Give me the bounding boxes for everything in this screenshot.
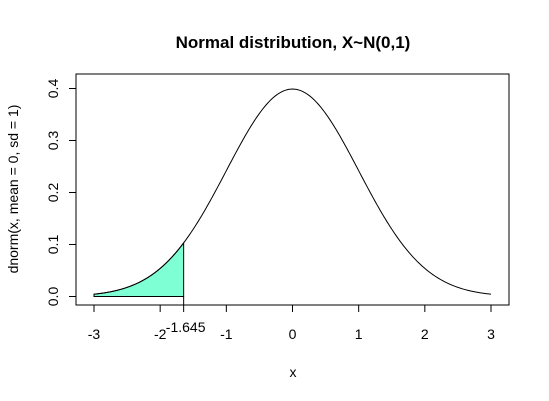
x-tick-label: -2 xyxy=(154,326,167,342)
density-curve xyxy=(93,88,492,295)
y-axis-label: dnorm(x, mean = 0, sd = 1) xyxy=(5,105,21,274)
x-axis: -3 -2 -1 0 1 2 3 xyxy=(88,304,495,342)
x-tick-label: -3 xyxy=(88,326,101,342)
density-curve-layer xyxy=(93,88,492,295)
chart-title: Normal distribution, X~N(0,1) xyxy=(176,33,411,52)
y-axis: 0.0 0.1 0.2 0.3 0.4 xyxy=(45,79,77,307)
x-tick-label: -1 xyxy=(220,326,233,342)
x-tick-label: 3 xyxy=(487,326,495,342)
x-tick-label: 2 xyxy=(421,326,429,342)
y-tick-label: 0.1 xyxy=(45,235,61,255)
y-tick-label: 0.0 xyxy=(45,287,61,307)
x-tick-label: 0 xyxy=(289,326,297,342)
x-tick-label: 1 xyxy=(355,326,363,342)
x-axis-label: x xyxy=(290,364,297,380)
critical-value-label: -1.645 xyxy=(166,319,206,335)
y-tick-label: 0.3 xyxy=(45,131,61,151)
y-tick-label: 0.2 xyxy=(45,183,61,203)
y-tick-label: 0.4 xyxy=(45,79,61,99)
annotation-layer: -1.645 xyxy=(166,296,206,335)
shaded-region-layer xyxy=(93,241,185,297)
shaded-tail-area xyxy=(93,241,185,297)
plot-frame xyxy=(75,73,510,306)
